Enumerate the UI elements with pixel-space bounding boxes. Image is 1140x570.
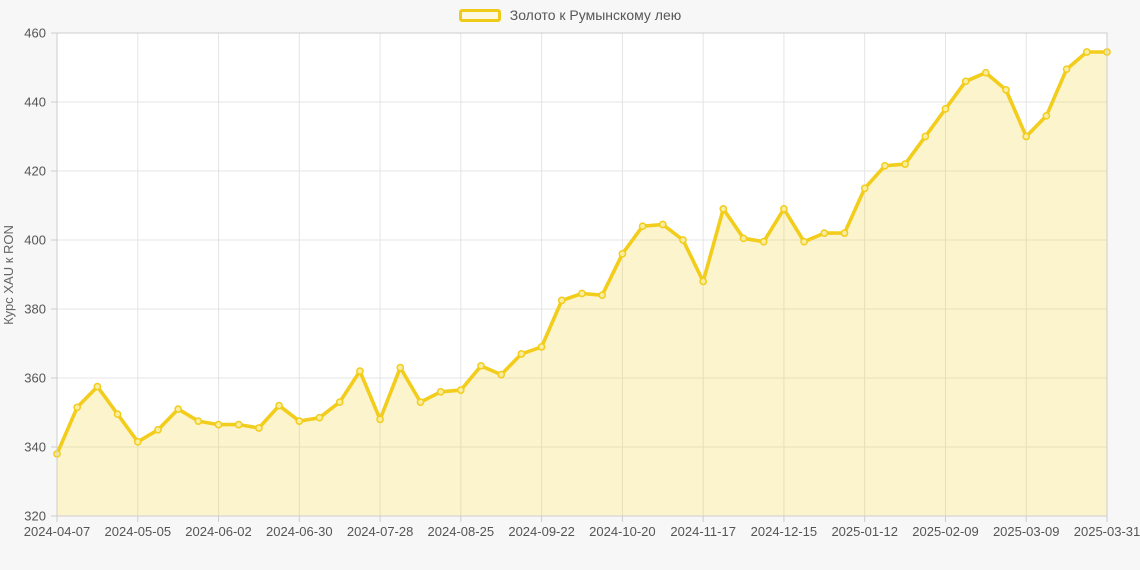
data-point-marker[interactable] bbox=[679, 236, 687, 244]
x-tick-label: 2024-12-15 bbox=[751, 524, 818, 539]
data-point-marker[interactable] bbox=[93, 382, 102, 391]
x-tick-label: 2025-01-12 bbox=[831, 524, 898, 539]
data-point-marker[interactable] bbox=[194, 417, 203, 425]
data-point-marker[interactable] bbox=[719, 205, 728, 213]
data-point-marker[interactable] bbox=[477, 362, 485, 370]
data-point-marker[interactable] bbox=[860, 184, 869, 193]
x-tick-label: 2024-06-30 bbox=[266, 524, 333, 539]
y-tick-label: 320 bbox=[24, 509, 46, 524]
plot-border bbox=[56, 32, 1108, 517]
data-point-marker[interactable] bbox=[1002, 86, 1010, 94]
data-point-marker[interactable] bbox=[376, 415, 384, 424]
data-point-marker[interactable] bbox=[154, 425, 162, 434]
series-area bbox=[57, 52, 1107, 516]
data-point-marker[interactable] bbox=[214, 420, 223, 429]
legend-swatch bbox=[458, 8, 501, 22]
data-point-marker[interactable] bbox=[638, 222, 647, 231]
y-tick-label: 360 bbox=[24, 371, 46, 386]
data-point-marker[interactable] bbox=[234, 420, 243, 429]
data-point-marker[interactable] bbox=[275, 401, 283, 410]
data-point-marker[interactable] bbox=[335, 398, 344, 406]
data-point-marker[interactable] bbox=[881, 161, 889, 170]
x-tick-label: 2024-04-07 bbox=[24, 524, 91, 539]
data-point-marker[interactable] bbox=[436, 387, 445, 396]
data-point-marker[interactable] bbox=[1082, 48, 1091, 56]
y-tick-label: 460 bbox=[24, 26, 46, 41]
data-point-marker[interactable] bbox=[1062, 65, 1071, 74]
data-point-marker[interactable] bbox=[295, 417, 304, 425]
data-point-marker[interactable] bbox=[497, 370, 506, 379]
data-point-marker[interactable] bbox=[416, 398, 425, 406]
x-tick-label: 2025-03-09 bbox=[993, 524, 1060, 539]
legend-label: Золото к Румынскому лею bbox=[509, 7, 682, 23]
data-point-marker[interactable] bbox=[699, 277, 708, 286]
data-point-marker[interactable] bbox=[73, 403, 82, 412]
x-tick-label: 2024-07-28 bbox=[347, 524, 414, 539]
data-point-marker[interactable] bbox=[255, 424, 263, 432]
data-point-marker[interactable] bbox=[759, 237, 768, 246]
data-point-marker[interactable] bbox=[901, 160, 909, 168]
data-point-marker[interactable] bbox=[356, 367, 364, 375]
data-point-marker[interactable] bbox=[315, 413, 324, 422]
data-point-marker[interactable] bbox=[618, 249, 627, 258]
data-point-marker[interactable] bbox=[981, 68, 990, 77]
y-tick-label: 380 bbox=[24, 302, 46, 317]
data-point-marker[interactable] bbox=[517, 350, 526, 358]
x-tick-label: 2024-09-22 bbox=[508, 524, 575, 539]
y-tick-label: 400 bbox=[24, 233, 46, 248]
x-tick-label: 2024-11-17 bbox=[670, 524, 736, 539]
data-point-marker[interactable] bbox=[537, 343, 546, 351]
x-tick-label: 2024-08-25 bbox=[428, 524, 495, 539]
data-point-marker[interactable] bbox=[598, 291, 607, 300]
data-point-marker[interactable] bbox=[396, 363, 405, 372]
data-point-marker[interactable] bbox=[456, 386, 465, 394]
y-tick-label: 340 bbox=[24, 440, 46, 455]
data-point-marker[interactable] bbox=[557, 296, 566, 305]
data-point-marker[interactable] bbox=[840, 229, 849, 237]
data-point-marker[interactable] bbox=[174, 405, 183, 413]
data-point-marker[interactable] bbox=[820, 229, 829, 237]
data-point-marker[interactable] bbox=[1042, 111, 1051, 120]
data-point-marker[interactable] bbox=[133, 437, 142, 446]
legend[interactable]: Золото к Румынскому лею bbox=[0, 6, 1140, 24]
y-tick-label: 440 bbox=[24, 95, 46, 110]
data-point-marker[interactable] bbox=[921, 132, 930, 141]
y-axis-title: Курс XAU к RON bbox=[1, 225, 16, 325]
x-tick-label: 2025-02-09 bbox=[912, 524, 979, 539]
data-point-marker[interactable] bbox=[961, 77, 970, 86]
data-point-marker[interactable] bbox=[578, 289, 586, 298]
x-tick-label: 2024-06-02 bbox=[185, 524, 252, 539]
y-tick-label: 420 bbox=[24, 164, 46, 179]
data-point-marker[interactable] bbox=[113, 410, 122, 419]
data-point-marker[interactable] bbox=[800, 237, 808, 246]
x-tick-label: 2024-10-20 bbox=[589, 524, 656, 539]
data-point-marker[interactable] bbox=[739, 234, 748, 243]
plot-background bbox=[57, 33, 1107, 516]
data-point-marker[interactable] bbox=[658, 220, 667, 229]
data-point-marker[interactable] bbox=[1022, 132, 1031, 141]
data-point-marker[interactable] bbox=[780, 205, 788, 213]
x-tick-label: 2025-03-31 bbox=[1074, 524, 1140, 539]
x-tick-label: 2024-05-05 bbox=[105, 524, 172, 539]
data-point-marker[interactable] bbox=[941, 105, 950, 113]
